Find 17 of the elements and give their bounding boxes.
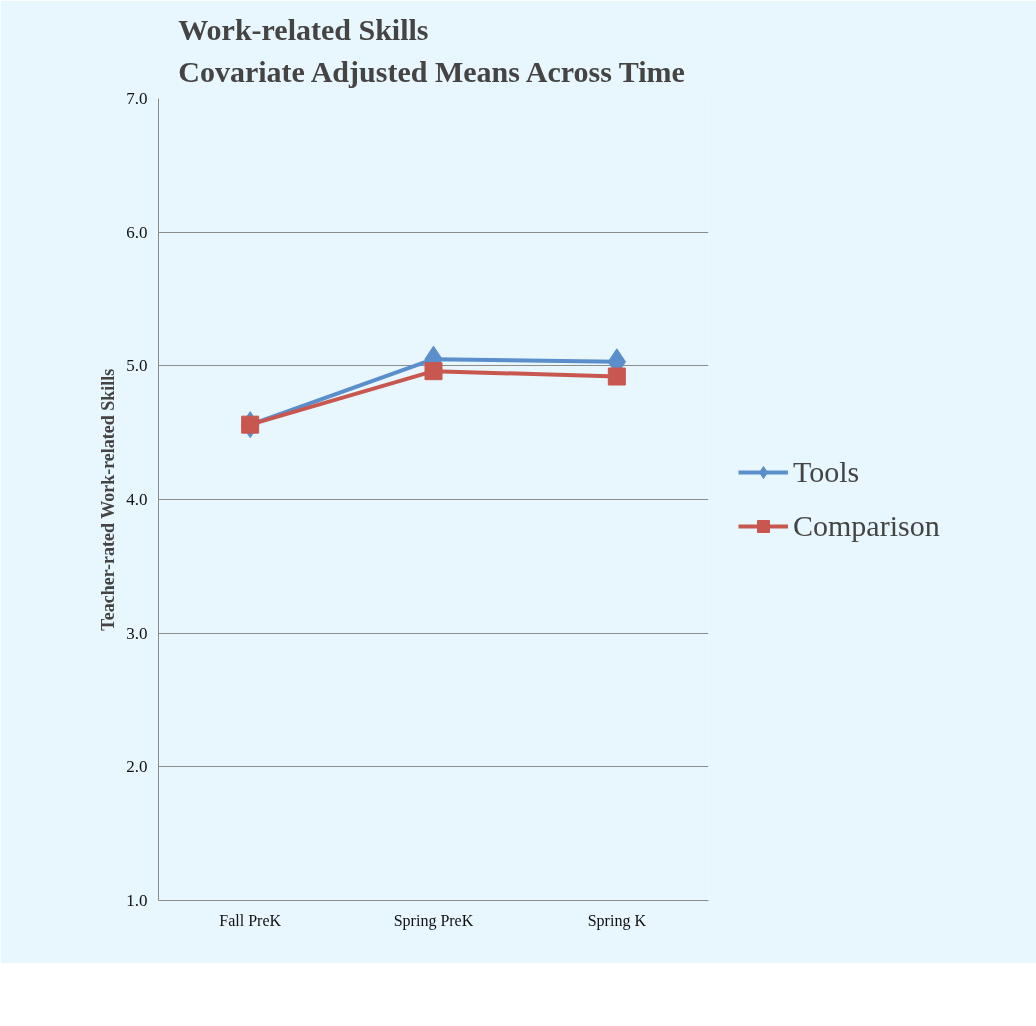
point (424, 362, 443, 381)
point (241, 415, 260, 434)
y-tick-label: 4.0 (126, 490, 148, 509)
y-tick-label: 5.0 (126, 356, 148, 376)
y-tick-label: 6.0 (126, 222, 148, 242)
chart-title: Work-related Skills Covariate Adjusted Means Across Time (178, 12, 685, 89)
point (607, 367, 626, 386)
y-tick-label: 7.0 (126, 89, 148, 108)
legend-label: Tools (793, 455, 860, 489)
y-tick-label: 3.0 (126, 623, 148, 643)
x-tick-label: Fall PreK (219, 911, 282, 929)
y-tick-label: 1.0 (126, 891, 148, 910)
y-axis-title: Teacher-rated Work-related Skills (98, 368, 119, 631)
x-tick-label: Spring K (587, 911, 647, 930)
y-tick-label: 2.0 (126, 757, 148, 777)
x-tick-label: Spring PreK (393, 911, 474, 930)
legend-label: Comparison (793, 509, 940, 543)
